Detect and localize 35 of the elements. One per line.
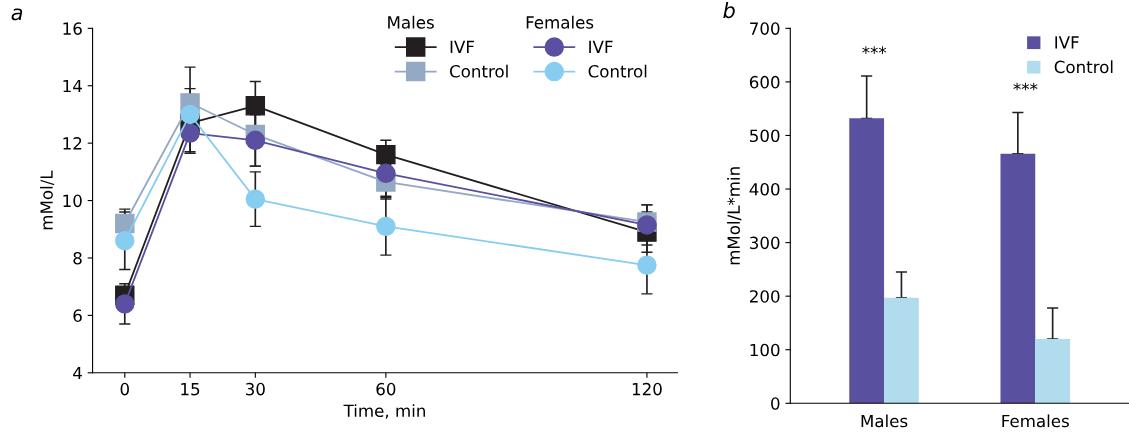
y-tick-label: 6 — [73, 309, 82, 322]
text: Males — [388, 15, 434, 29]
y-tick-label: 700 — [750, 22, 780, 35]
legend-label: Control — [1054, 60, 1113, 74]
legend-label: IVF — [450, 40, 474, 53]
chart-title: b — [723, 2, 735, 19]
y-axis-title: mMol/L — [39, 170, 55, 230]
chart-title: a — [11, 8, 23, 21]
x-tick-label: 0 — [120, 382, 129, 396]
y-tick-label: 12 — [63, 137, 82, 150]
legend-label: IVF — [589, 40, 613, 53]
annotation: *** — [862, 46, 887, 54]
y-tick-label: 14 — [63, 79, 82, 93]
y-tick-label: 8 — [73, 251, 82, 265]
x-tick-label: 120 — [632, 382, 662, 396]
y-tick-label: 200 — [749, 290, 780, 303]
y-tick-label: 400 — [749, 183, 780, 196]
legend-label: Control — [588, 64, 647, 78]
y-tick-label: 600 — [749, 75, 780, 89]
y-tick-label: 4 — [73, 366, 82, 380]
x-axis-title: Time, min — [343, 404, 425, 419]
y-tick-label: 10 — [63, 194, 82, 208]
y-tick-label: 0 — [771, 397, 780, 410]
x-tick-label: 60 — [376, 382, 396, 396]
annotation: *** — [1013, 82, 1038, 91]
legend-label: IVF — [1055, 36, 1079, 49]
legend-label: Control — [449, 64, 508, 78]
y-tick-label: 500 — [750, 129, 780, 143]
x-tick-label: 30 — [245, 382, 265, 396]
y-tick-label: 100 — [750, 343, 780, 357]
y-tick-label: 300 — [750, 236, 780, 250]
y-axis-title: mMol/L*min — [727, 167, 742, 265]
x-tick-label: 15 — [181, 383, 200, 396]
text: Females — [526, 15, 594, 29]
y-tick-label: 16 — [63, 22, 82, 35]
